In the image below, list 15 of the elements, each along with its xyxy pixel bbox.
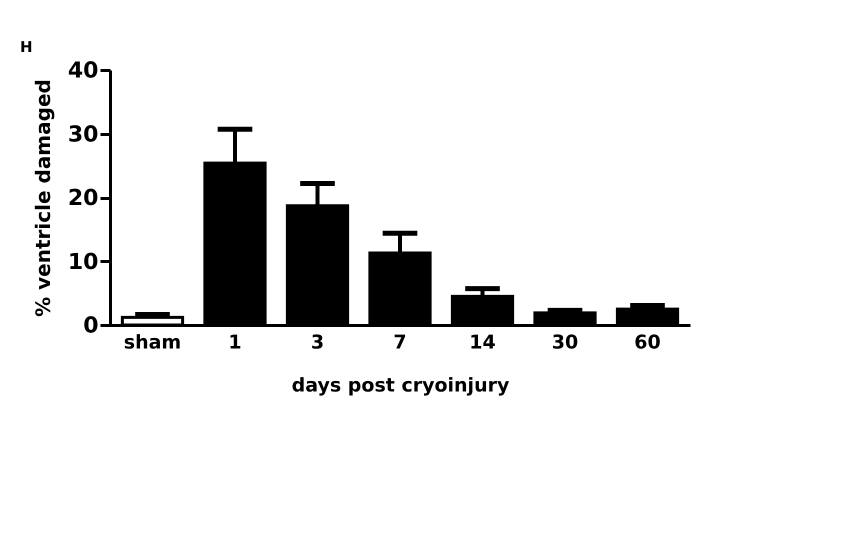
y-tick-label: 40 xyxy=(68,58,98,84)
y-tick-label: 10 xyxy=(68,250,98,275)
y-tick-label: 30 xyxy=(68,122,98,148)
x-tick-label: 7 xyxy=(393,332,407,354)
y-tick-label: 0 xyxy=(83,314,98,338)
x-tick-label: sham xyxy=(124,332,182,354)
x-tick-label: 30 xyxy=(552,332,578,354)
x-tick-label: 60 xyxy=(634,332,661,354)
x-tick-label: 14 xyxy=(469,332,496,354)
y-tick-label: 20 xyxy=(68,186,98,211)
y-axis-title: % ventricle damaged xyxy=(30,79,55,317)
x-tick-label: 1 xyxy=(228,332,242,354)
text: H xyxy=(20,38,33,56)
x-tick-label: 3 xyxy=(310,332,324,354)
x-axis-title: days post cryoinjury xyxy=(292,374,510,396)
